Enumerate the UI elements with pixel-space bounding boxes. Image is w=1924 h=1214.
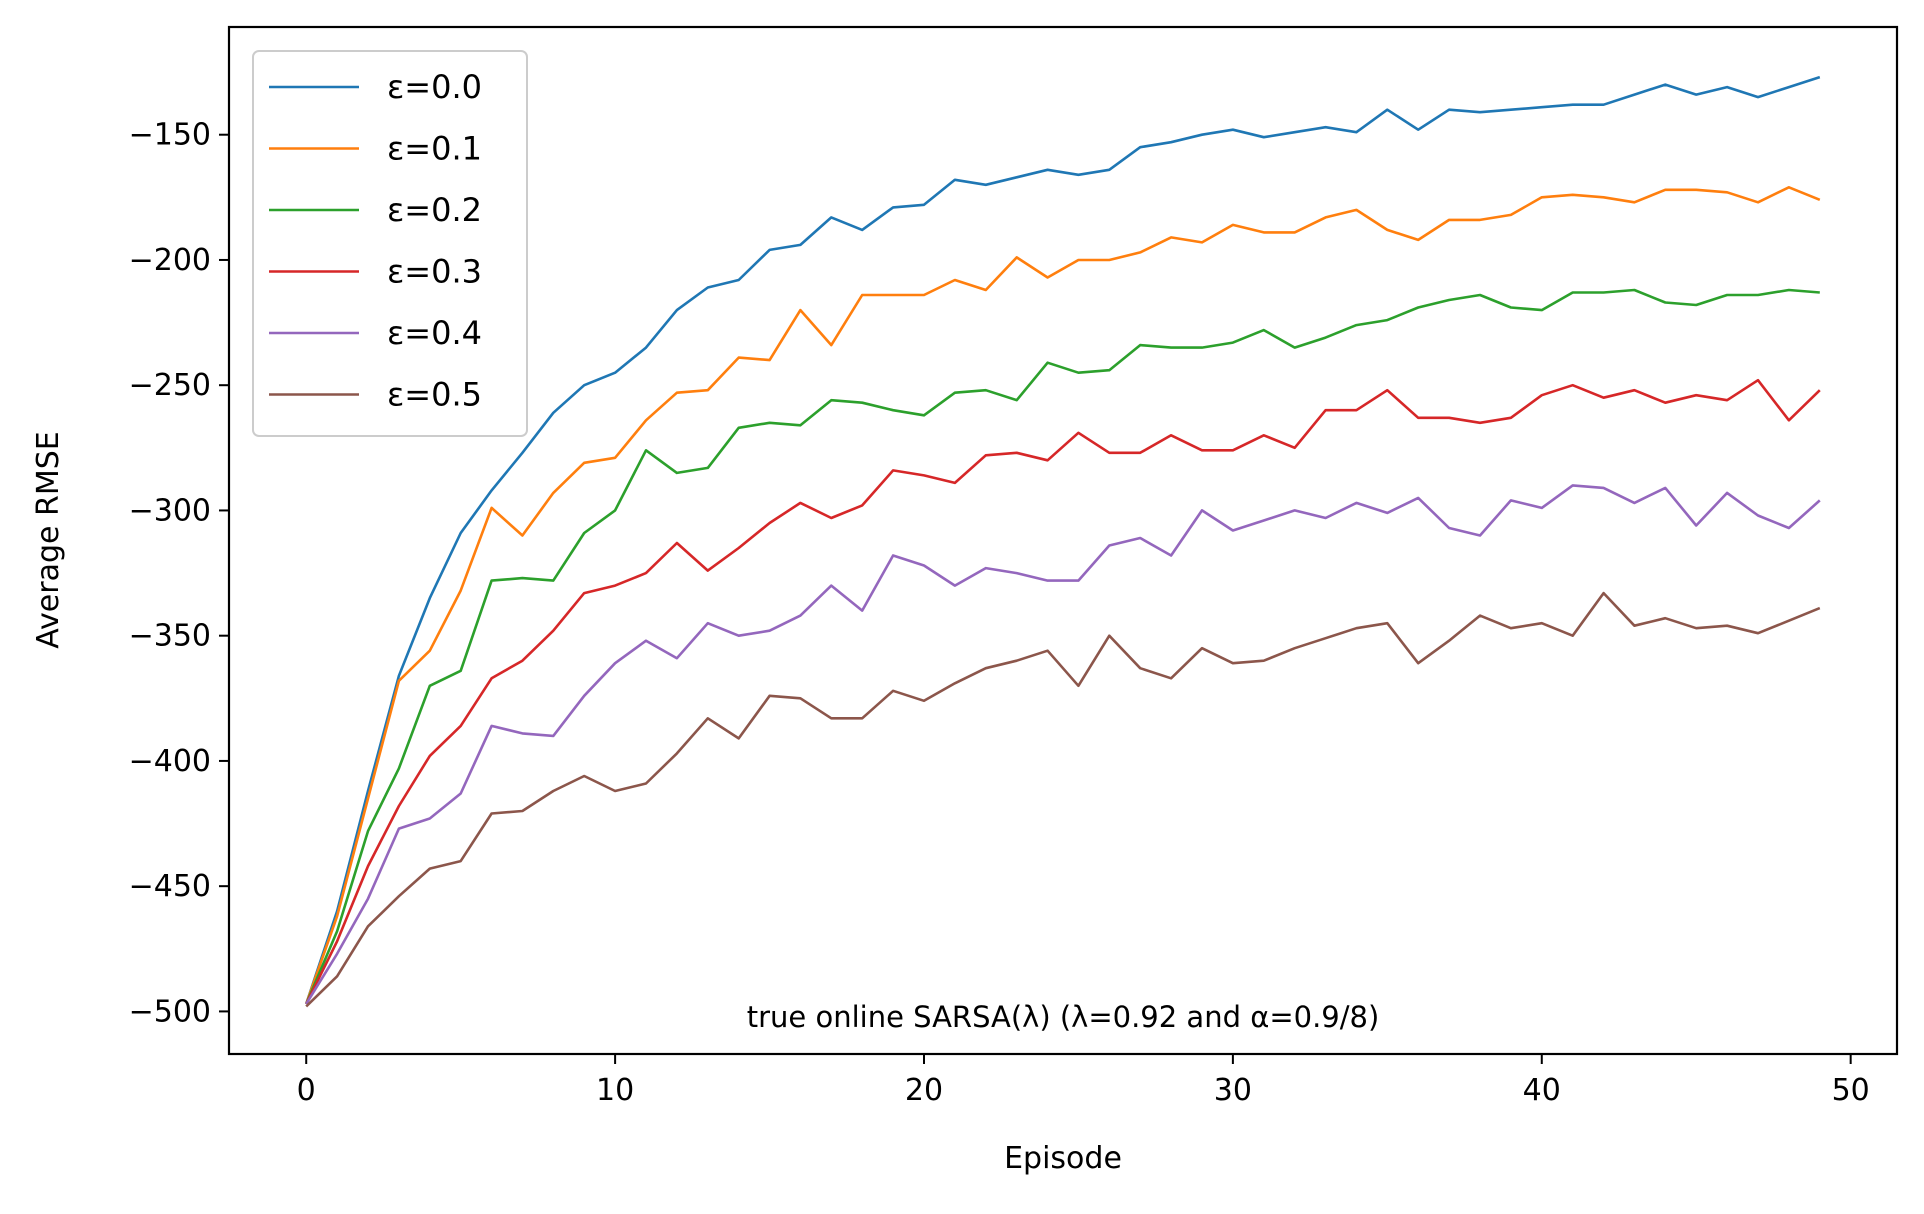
y-axis-label: Average RMSE	[31, 431, 66, 648]
series-line-4	[305, 484, 1821, 1005]
x-axis-label: Episode	[1004, 1141, 1122, 1176]
x-tick-label: 50	[1832, 1073, 1870, 1108]
legend-label-1: ε=0.1	[387, 130, 482, 168]
x-tick-label: 30	[1214, 1073, 1252, 1108]
y-ticks: −150 −200 −250 −300 −350 −400 −450 −500	[129, 118, 229, 1029]
y-tick-label: −450	[129, 869, 211, 904]
y-tick-label: −300	[129, 493, 211, 528]
legend: ε=0.0 ε=0.1 ε=0.2 ε=0.3 ε=0.4 ε=0.5	[252, 50, 528, 437]
series-line-0	[304, 75, 1821, 1005]
legend-label-4: ε=0.4	[387, 314, 482, 352]
legend-label-5: ε=0.5	[387, 376, 482, 414]
y-tick-label: −500	[129, 994, 211, 1029]
x-tick-label: 10	[596, 1073, 634, 1108]
y-tick-label: −250	[129, 368, 211, 403]
y-tick-label: −200	[129, 243, 211, 278]
y-tick-label: −400	[129, 744, 211, 779]
y-tick-label: −350	[129, 619, 211, 654]
x-tick-label: 0	[297, 1073, 316, 1108]
x-tick-label: 20	[905, 1073, 943, 1108]
legend-label-2: ε=0.2	[387, 191, 482, 229]
series-line-3	[305, 378, 1821, 1005]
axes-frame	[227, 25, 1899, 1056]
series-layer	[304, 75, 1821, 1008]
y-tick-label: −150	[129, 118, 211, 153]
legend-label-3: ε=0.3	[387, 253, 482, 291]
chart-annotation: true online SARSA(λ) (λ=0.92 and α=0.9/8…	[747, 1000, 1380, 1034]
series-line-2	[305, 288, 1820, 1005]
series-line-5	[305, 591, 1821, 1008]
x-tick-label: 40	[1523, 1073, 1561, 1108]
legend-label-0: ε=0.0	[387, 68, 482, 106]
series-line-1	[304, 186, 1821, 1005]
x-ticks: 0 10 20 30 40 50	[297, 1054, 1870, 1108]
